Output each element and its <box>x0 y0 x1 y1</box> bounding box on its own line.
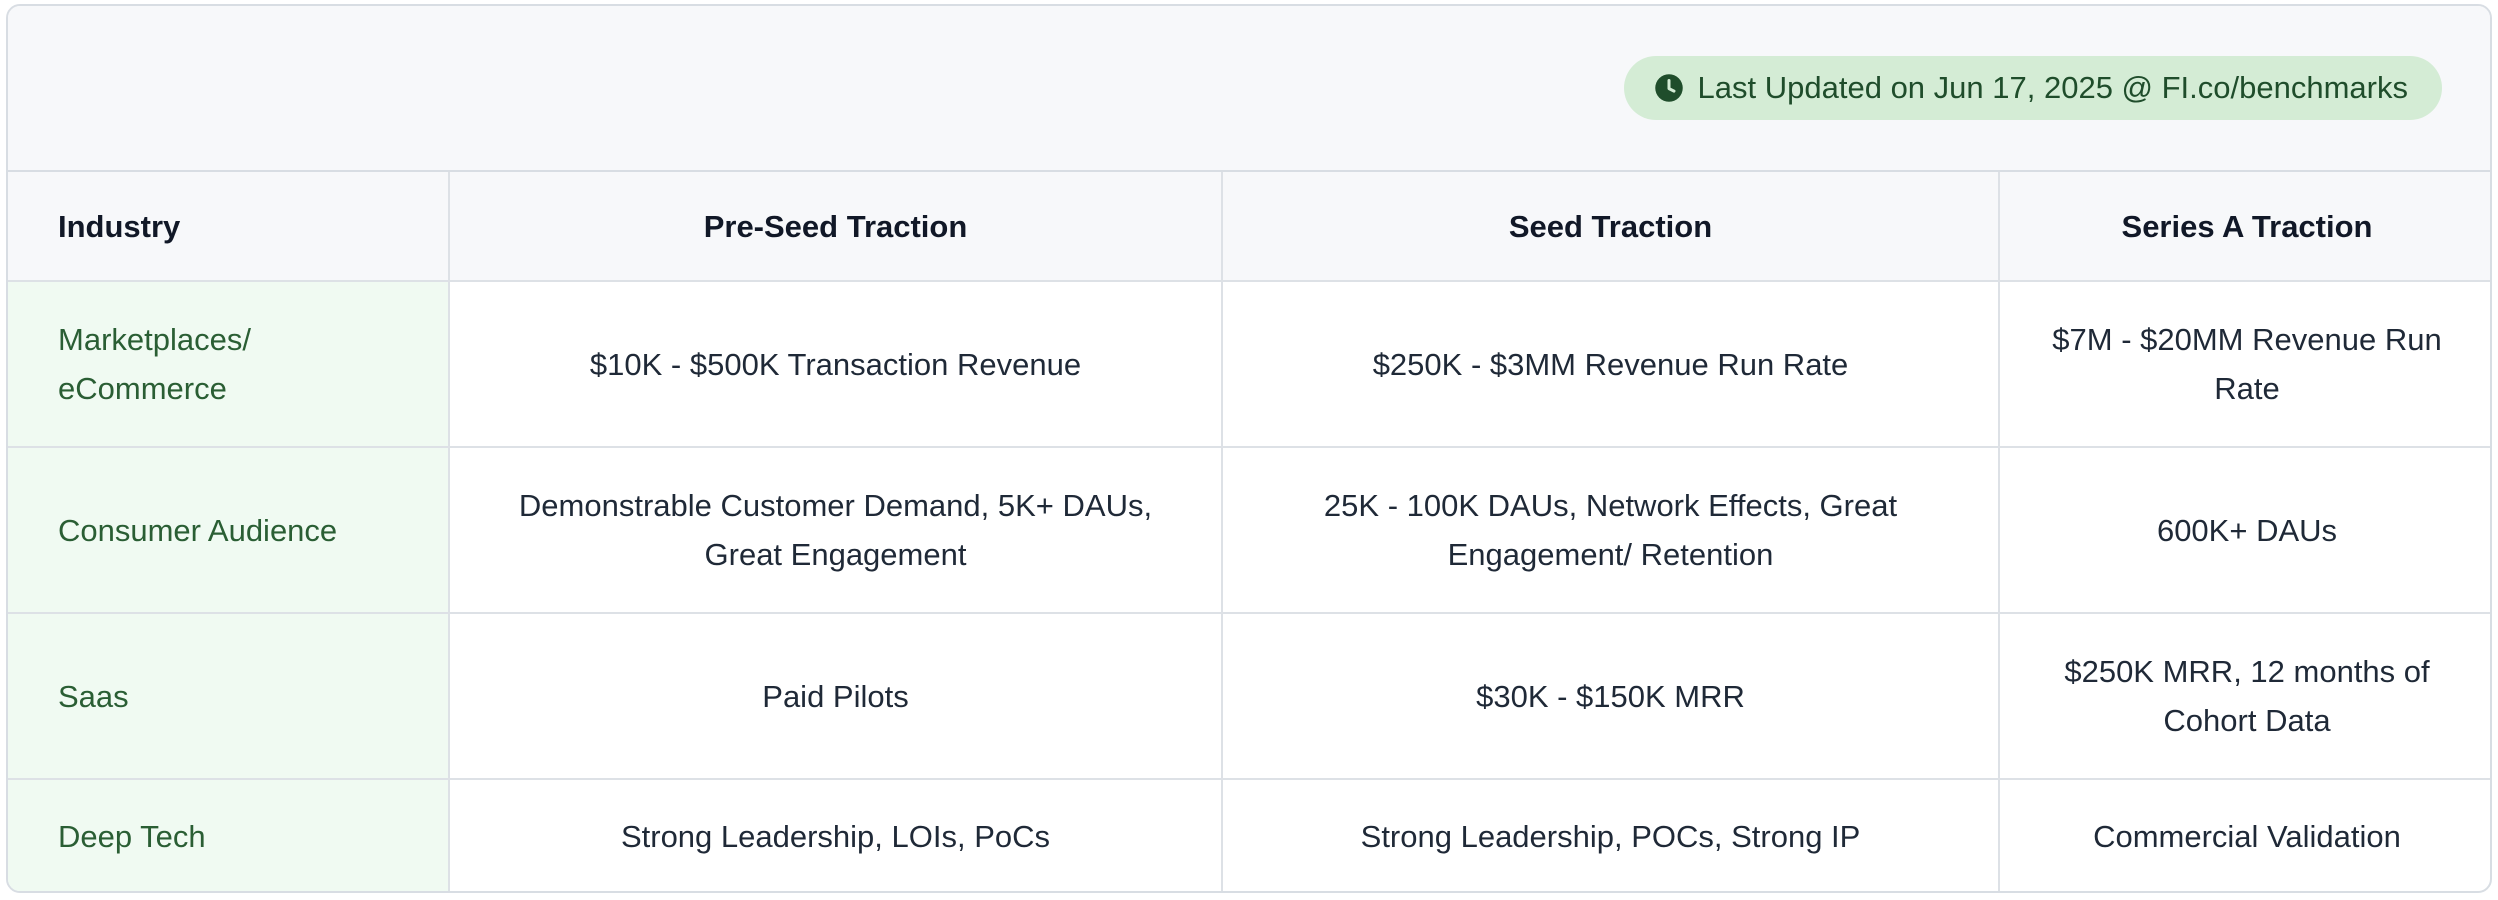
series-a-text: $250K MRR, 12 months of Cohort Data <box>2064 654 2430 738</box>
last-updated-badge: Last Updated on Jun 17, 2025 @ FI.co/ben… <box>1623 56 2442 120</box>
industry-cell: Deep Tech <box>8 779 450 891</box>
pre-seed-cell: $10K - $500K Transaction Revenue <box>449 281 1223 448</box>
series-a-cell: $7M - $20MM Revenue Run Rate <box>1999 281 2490 448</box>
seed-cell: $250K - $3MM Revenue Run Rate <box>1222 281 2000 448</box>
traction-benchmarks-table: Industry Pre-Seed Traction Seed Traction… <box>8 172 2490 891</box>
seed-cell: Strong Leadership, POCs, Strong IP <box>1222 779 2000 891</box>
pre-seed-cell: Demonstrable Customer Demand, 5K+ DAUs, … <box>449 447 1223 614</box>
benchmarks-card: Last Updated on Jun 17, 2025 @ FI.co/ben… <box>6 4 2492 893</box>
seed-cell: 25K - 100K DAUs, Network Effects, Great … <box>1222 447 2000 614</box>
series-a-cell: $250K MRR, 12 months of Cohort Data <box>1999 613 2490 780</box>
pre-seed-cell: Paid Pilots <box>449 613 1223 780</box>
table-row: Marketplaces/ eCommerce $10K - $500K Tra… <box>8 281 2490 448</box>
industry-cell: Consumer Audience <box>8 447 450 614</box>
clock-icon <box>1654 73 1684 103</box>
card-header: Last Updated on Jun 17, 2025 @ FI.co/ben… <box>8 6 2490 172</box>
column-header-seed: Seed Traction <box>1222 172 2000 282</box>
table-row: Saas Paid Pilots $30K - $150K MRR $250K … <box>8 613 2490 780</box>
column-header-industry: Industry <box>8 172 450 282</box>
industry-cell: Marketplaces/ eCommerce <box>8 281 450 448</box>
series-a-cell: 600K+ DAUs <box>1999 447 2490 614</box>
seed-text: 25K - 100K DAUs, Network Effects, Great … <box>1323 488 1898 572</box>
industry-cell: Saas <box>8 613 450 780</box>
seed-cell: $30K - $150K MRR <box>1222 613 2000 780</box>
table-row: Deep Tech Strong Leadership, LOIs, PoCs … <box>8 779 2490 891</box>
pre-seed-text: Demonstrable Customer Demand, 5K+ DAUs, … <box>518 488 1153 572</box>
table-header-row: Industry Pre-Seed Traction Seed Traction… <box>8 172 2490 282</box>
column-header-series-a: Series A Traction <box>1999 172 2490 282</box>
last-updated-text: Last Updated on Jun 17, 2025 @ FI.co/ben… <box>1697 70 2408 105</box>
table-row: Consumer Audience Demonstrable Customer … <box>8 447 2490 614</box>
series-a-cell: Commercial Validation <box>2093 819 2401 854</box>
industry-label: Marketplaces/ eCommerce <box>58 322 251 406</box>
column-header-pre-seed: Pre-Seed Traction <box>449 172 1223 282</box>
pre-seed-cell: Strong Leadership, LOIs, PoCs <box>449 779 1223 891</box>
